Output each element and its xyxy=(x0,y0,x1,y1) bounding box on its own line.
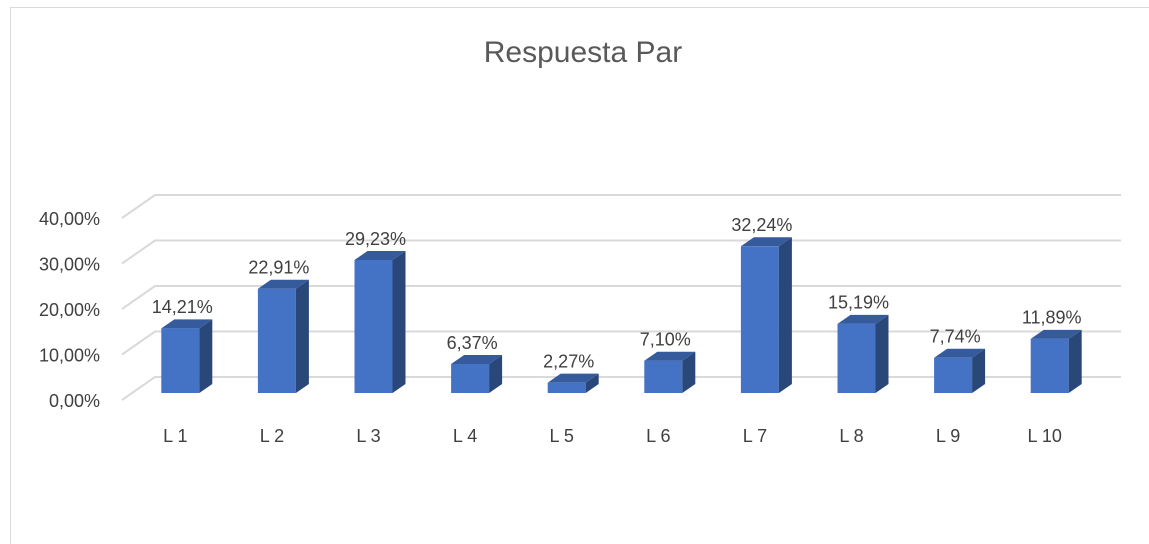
bar-front xyxy=(354,260,393,393)
bar xyxy=(547,373,599,393)
grid-line xyxy=(121,239,1121,265)
bar xyxy=(740,237,792,393)
bar xyxy=(161,319,213,393)
value-label: 22,91% xyxy=(248,258,309,278)
bar xyxy=(354,251,406,393)
bar-top xyxy=(354,251,406,261)
x-tick-label: L 3 xyxy=(356,426,380,446)
bar-front xyxy=(644,360,683,393)
bar-side xyxy=(682,351,696,393)
value-label: 7,10% xyxy=(640,329,691,349)
bar-front xyxy=(257,288,296,393)
bar-front xyxy=(451,364,490,393)
value-label: 15,19% xyxy=(828,293,889,313)
value-label: 29,23% xyxy=(345,229,406,249)
value-label: 7,74% xyxy=(930,327,981,347)
bar-front xyxy=(837,323,876,393)
bar-top xyxy=(644,351,696,361)
x-tick-label: L 6 xyxy=(646,426,670,446)
y-tick-label: 10,00% xyxy=(39,345,100,365)
bar-front xyxy=(161,328,200,393)
bar-side xyxy=(199,319,213,393)
bar-top xyxy=(451,355,503,365)
x-tick-label: L 8 xyxy=(839,426,863,446)
bar xyxy=(644,351,696,393)
x-tick-label: L 2 xyxy=(260,426,284,446)
value-label: 2,27% xyxy=(543,351,594,371)
x-tick-label: L 4 xyxy=(453,426,477,446)
bar-front xyxy=(740,246,779,393)
x-tick-label: L 10 xyxy=(1028,426,1062,446)
bar-front xyxy=(1030,338,1069,393)
bar-side xyxy=(392,251,406,393)
value-label: 11,89% xyxy=(1022,308,1082,328)
bar xyxy=(1030,329,1082,393)
y-tick-label: 0,00% xyxy=(49,391,100,411)
bar xyxy=(934,348,986,393)
x-tick-label: L 9 xyxy=(936,426,960,446)
y-tick-label: 30,00% xyxy=(39,254,100,274)
chart-title: Respuesta Par xyxy=(484,36,682,69)
bar-front xyxy=(934,357,973,393)
bar-top xyxy=(1030,329,1082,339)
grid-line xyxy=(121,285,1121,310)
x-tick-label: L 5 xyxy=(550,426,574,446)
bar-front xyxy=(547,382,586,393)
y-tick-label: 20,00% xyxy=(39,300,100,320)
bar-top xyxy=(837,314,889,324)
y-tick-label: 40,00% xyxy=(39,209,100,229)
grid-line xyxy=(121,194,1121,219)
bar xyxy=(837,314,889,393)
bar-side xyxy=(778,237,792,393)
bar-side xyxy=(972,348,986,393)
value-label: 6,37% xyxy=(447,333,498,353)
bar-side xyxy=(1068,329,1082,393)
bar-top xyxy=(740,237,792,247)
bar-side xyxy=(875,314,889,393)
x-tick-label: L 7 xyxy=(743,426,767,446)
bar-side xyxy=(585,373,599,393)
bar xyxy=(451,355,503,393)
bar-side xyxy=(489,355,503,393)
bar-top xyxy=(161,319,213,329)
chart-border xyxy=(10,7,1149,544)
value-label: 32,24% xyxy=(731,215,792,235)
grid-line xyxy=(121,330,1121,356)
bar xyxy=(257,279,309,393)
bar-top xyxy=(257,279,309,289)
grid-line xyxy=(121,376,1121,401)
value-label: 14,21% xyxy=(152,297,213,317)
bar-top xyxy=(934,348,986,358)
bar-side xyxy=(295,279,309,393)
bar-top xyxy=(547,373,599,383)
x-tick-label: L 1 xyxy=(163,426,187,446)
